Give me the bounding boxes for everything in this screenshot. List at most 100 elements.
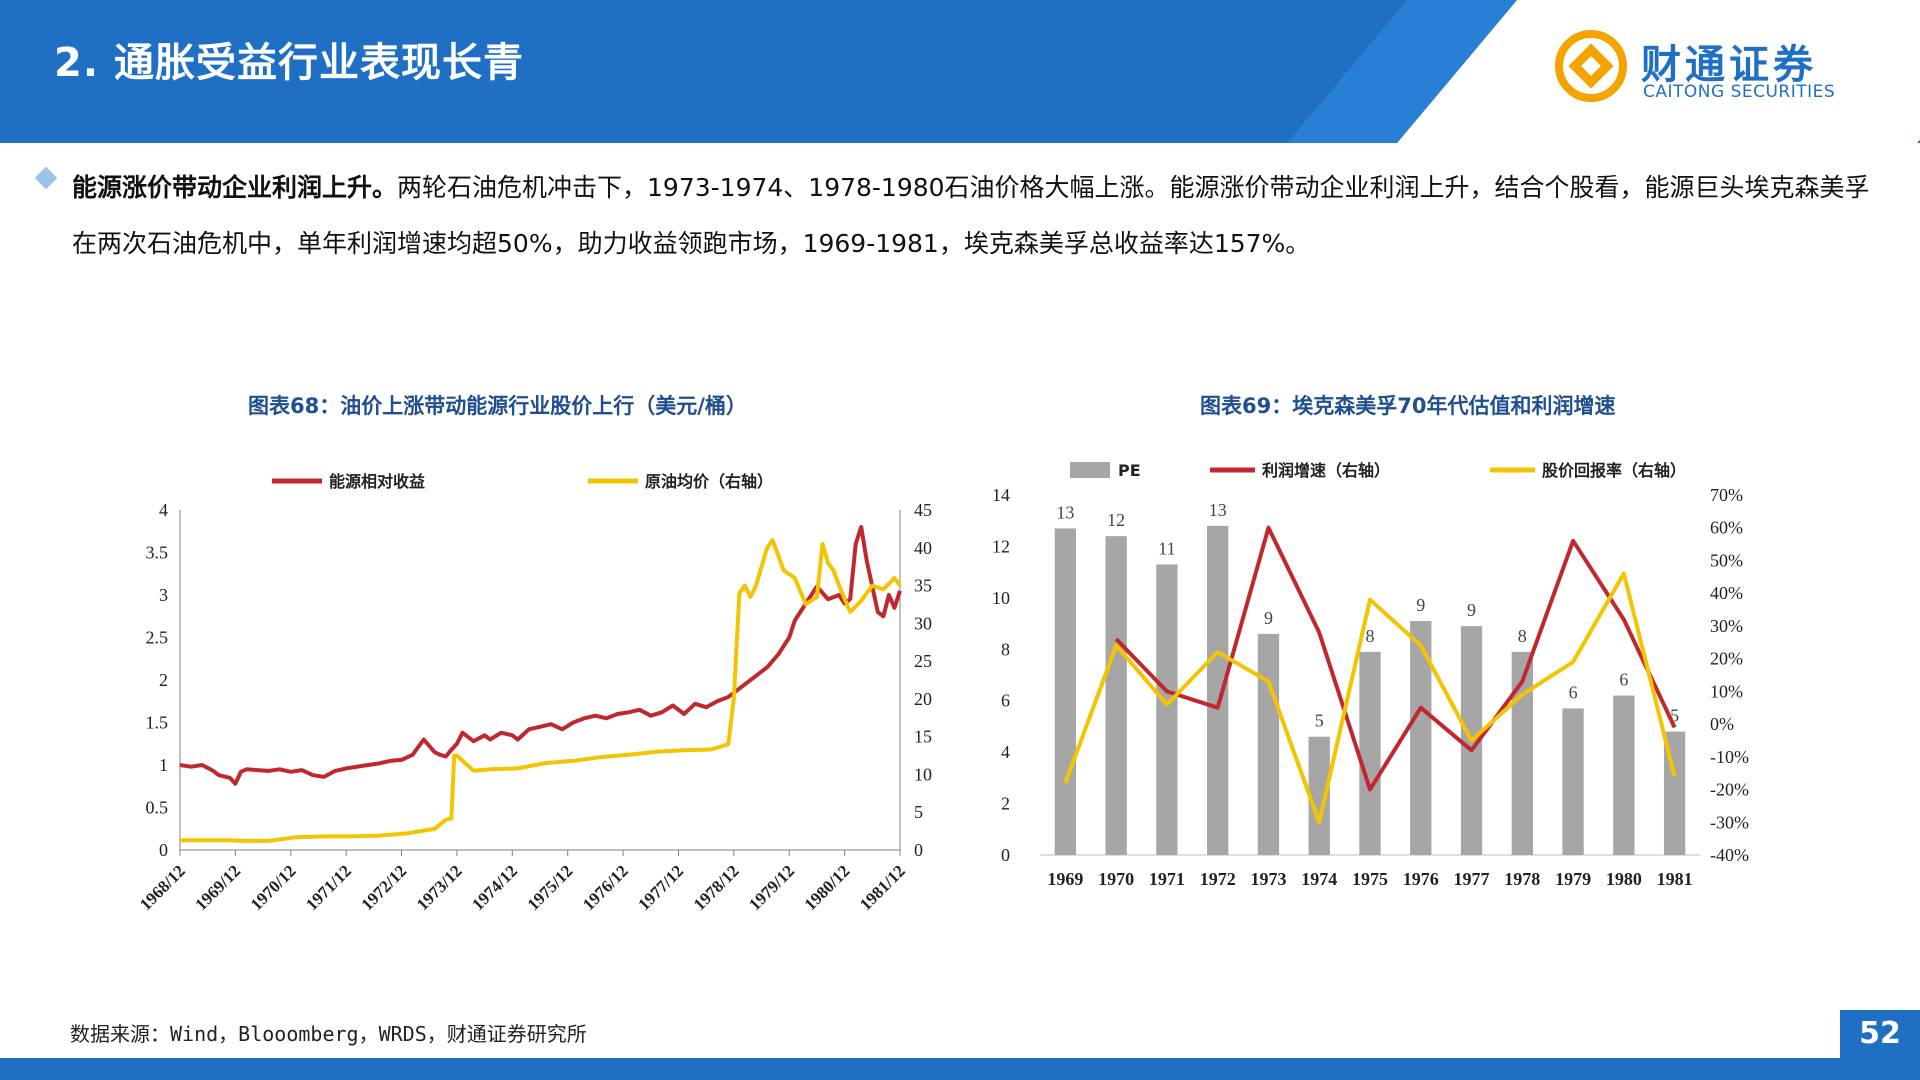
y-right-tick-label: 0 — [914, 840, 923, 860]
x-tick-label: 1970 — [1098, 869, 1134, 889]
paragraph-body: 两轮石油危机冲击下，1973-1974、1978-1980石油价格大幅上涨。能源… — [72, 173, 1870, 258]
chart69-exxon-pe-profit: 0 2 4 6 8 10 12 14 -40% -30% -20% -10% 0% 10% 20% 30% 40… — [992, 461, 1749, 889]
y-right-tick-label: 45 — [914, 500, 932, 520]
page-title: 2. 通胀受益行业表现长青 — [54, 40, 524, 86]
y-right-tick-label: 15 — [914, 727, 932, 747]
y-left-tick-label: 0.5 — [146, 798, 169, 818]
energy-relative-return-line — [179, 525, 902, 786]
pe-bar — [1105, 536, 1127, 855]
pe-bar-label: 6 — [1569, 682, 1578, 702]
x-tick-label: 1980/12 — [801, 861, 854, 914]
x-tick-label: 1978/12 — [690, 861, 743, 914]
y-left-tick-label: 2 — [1001, 794, 1010, 814]
legend-label: 原油均价（右轴） — [645, 472, 773, 491]
y-left-tick-label: 14 — [992, 485, 1010, 505]
x-tick-label: 1969 — [1047, 869, 1083, 889]
y-right-tick-label: 40% — [1710, 583, 1743, 603]
pe-bar — [1613, 695, 1635, 855]
y-left-tick-label: 2.5 — [146, 628, 169, 648]
x-tick-label: 1979/12 — [745, 861, 798, 914]
y-left-tick-label: 0 — [1001, 845, 1010, 865]
y-right-tick-label: 60% — [1710, 518, 1743, 538]
y-left-tick-label: 4 — [159, 500, 168, 520]
y-left-tick-label: 4 — [1001, 742, 1010, 762]
x-tick-label: 1974/12 — [468, 861, 521, 914]
y-right-tick-label: 30% — [1710, 616, 1743, 636]
y-right-tick-label: 50% — [1710, 550, 1743, 570]
pe-bar — [1257, 633, 1280, 855]
summary-paragraph: 能源涨价带动企业利润上升。两轮石油危机冲击下，1973-1974、1978-19… — [72, 160, 1882, 272]
y-left-tick-label: 0 — [159, 840, 168, 860]
y-right-tick-label: 25 — [914, 651, 932, 671]
company-logo: 财通证券 CAITONG SECURITIES — [1555, 30, 1875, 110]
y-right-tick-label: 10% — [1710, 681, 1743, 701]
header-bar: 2. 通胀受益行业表现长青 财通证券 CAITONG SECURITIES — [0, 0, 1920, 143]
x-tick-label: 1977 — [1454, 869, 1490, 889]
y-right-tick-label: 20% — [1710, 649, 1743, 669]
pe-bar — [1308, 736, 1330, 855]
x-tick-label: 1976 — [1403, 869, 1439, 889]
x-tick-label: 1975/12 — [524, 861, 577, 914]
chart68-title: 图表68：油价上涨带动能源行业股价上行（美元/桶） — [248, 394, 747, 418]
pe-bar-label: 13 — [1056, 502, 1074, 522]
pe-bar — [1359, 651, 1381, 855]
data-source-note: 数据来源：Wind，Blooomberg，WRDS，财通证券研究所 — [70, 1022, 587, 1046]
y-right-tick-label: 5 — [914, 802, 923, 822]
pe-bar-label: 5 — [1670, 706, 1679, 726]
pe-bar — [1562, 708, 1584, 855]
y-left-tick-label: 1.5 — [146, 713, 169, 733]
x-tick-label: 1969/12 — [191, 861, 244, 914]
x-tick-label: 1972 — [1200, 869, 1236, 889]
y-right-tick-label: 20 — [914, 689, 932, 709]
chart68-oil-energy: 00.511.522.533.540510152025303540451968/… — [136, 472, 932, 914]
x-tick-label: 1980 — [1606, 869, 1642, 889]
x-tick-label: 1970/12 — [247, 861, 300, 914]
x-tick-label: 1979 — [1555, 869, 1591, 889]
footer-bar — [0, 1058, 1920, 1080]
page-number: 52 — [1840, 1010, 1920, 1058]
legend-label: 能源相对收益 — [329, 472, 425, 491]
pe-bar-label: 9 — [1467, 600, 1476, 620]
pe-bar-label: 8 — [1518, 626, 1527, 646]
profit-growth-line — [1114, 525, 1677, 792]
x-tick-label: 1971/12 — [302, 861, 355, 914]
logo-emblem-icon — [1555, 30, 1627, 102]
pe-bar-label: 9 — [1264, 608, 1273, 628]
x-tick-label: 1978 — [1504, 869, 1540, 889]
y-left-tick-label: 3 — [159, 585, 168, 605]
y-right-tick-label: 40 — [914, 538, 932, 558]
legend-swatch — [1070, 462, 1110, 478]
bullet-diamond-icon — [34, 166, 58, 190]
pe-bar-label: 8 — [1366, 626, 1375, 646]
logo-english-name: CAITONG SECURITIES — [1643, 82, 1836, 102]
y-left-tick-label: 12 — [992, 536, 1010, 556]
stock-return-line — [1063, 571, 1677, 825]
pe-bar-label: 5 — [1315, 711, 1324, 731]
x-tick-label: 1977/12 — [634, 861, 687, 914]
legend-label: 股价回报率（右轴） — [1542, 461, 1686, 480]
y-right-tick-label: 30 — [914, 613, 932, 633]
x-tick-label: 1968/12 — [136, 861, 189, 914]
x-tick-label: 1973/12 — [413, 861, 466, 914]
pe-bar-label: 6 — [1619, 670, 1628, 690]
y-left-tick-label: 8 — [1001, 639, 1010, 659]
x-tick-label: 1981/12 — [856, 861, 909, 914]
x-tick-label: 1975 — [1352, 869, 1388, 889]
y-right-tick-label: -30% — [1710, 812, 1749, 832]
crude-oil-price-line — [180, 538, 902, 843]
pe-bar-label: 9 — [1416, 595, 1425, 615]
legend-label: PE — [1118, 461, 1141, 480]
pe-bar-label: 13 — [1209, 500, 1227, 520]
y-right-tick-label: -10% — [1710, 747, 1749, 767]
x-tick-label: 1981 — [1657, 869, 1693, 889]
y-right-tick-label: -40% — [1710, 845, 1749, 865]
pe-bar-label: 12 — [1107, 510, 1125, 530]
pe-bar — [1207, 525, 1229, 855]
y-right-tick-label: 70% — [1710, 485, 1743, 505]
legend-label: 利润增速（右轴） — [1262, 461, 1390, 480]
pe-bar — [1511, 651, 1533, 855]
x-tick-label: 1974 — [1301, 869, 1337, 889]
logo-chinese-name: 财通证券 — [1641, 42, 1817, 88]
y-left-tick-label: 1 — [159, 755, 168, 775]
pe-bar — [1054, 528, 1077, 855]
